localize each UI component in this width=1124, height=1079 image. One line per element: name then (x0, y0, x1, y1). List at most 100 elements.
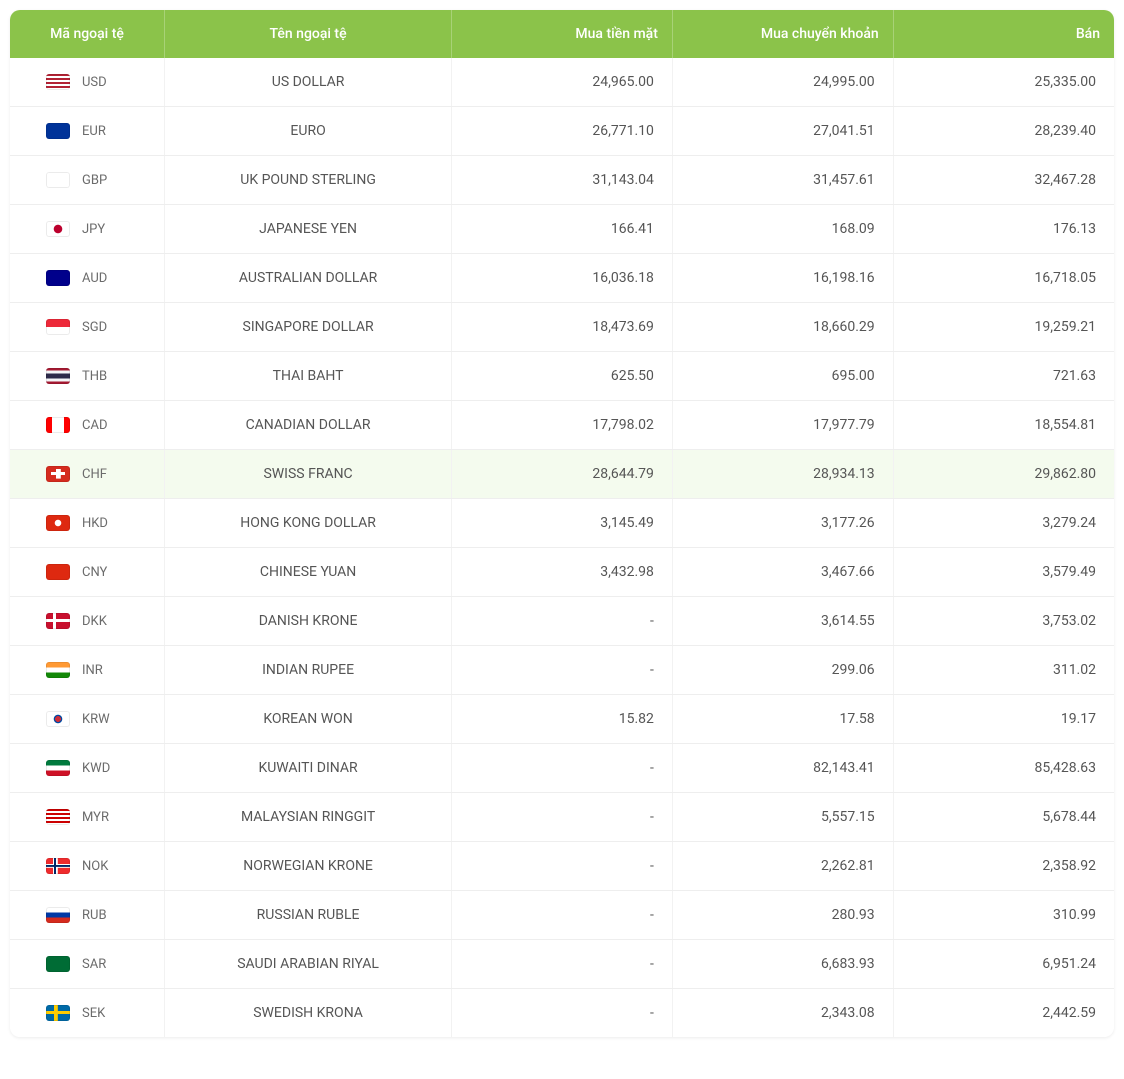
cell-name: CHINESE YUAN (165, 548, 452, 597)
cell-name: AUSTRALIAN DOLLAR (165, 254, 452, 303)
table-row: KWDKUWAITI DINAR-82,143.4185,428.63 (10, 744, 1114, 793)
cell-sell: 176.13 (893, 205, 1114, 254)
sgd-flag-icon (46, 319, 70, 335)
table-row: SARSAUDI ARABIAN RIYAL-6,683.936,951.24 (10, 940, 1114, 989)
cell-code: HKD (10, 499, 165, 548)
cny-flag-icon (46, 564, 70, 580)
cell-cash: 3,145.49 (452, 499, 673, 548)
cell-sell: 19,259.21 (893, 303, 1114, 352)
cell-sell: 5,678.44 (893, 793, 1114, 842)
cell-sell: 310.99 (893, 891, 1114, 940)
cell-sell: 18,554.81 (893, 401, 1114, 450)
table-row: SGD SINGAPORE DOLLAR18,473.6918,660.2919,… (10, 303, 1114, 352)
cell-cash: 31,143.04 (452, 156, 673, 205)
table-row: THBTHAI BAHT625.50695.00721.63 (10, 352, 1114, 401)
currency-code: CAD (82, 418, 107, 433)
cell-sell: 3,279.24 (893, 499, 1114, 548)
currency-code: RUB (82, 908, 107, 923)
table-row: RUBRUSSIAN RUBLE-280.93310.99 (10, 891, 1114, 940)
currency-code: CNY (82, 565, 107, 580)
cell-name: RUSSIAN RUBLE (165, 891, 452, 940)
sar-flag-icon (46, 956, 70, 972)
currency-code: SEK (82, 1006, 105, 1021)
currency-code: HKD (82, 516, 108, 531)
cell-name: SWEDISH KRONA (165, 989, 452, 1038)
thb-flag-icon (46, 368, 70, 384)
column-header-sell: Bán (893, 10, 1114, 58)
table-row: INRINDIAN RUPEE-299.06311.02 (10, 646, 1114, 695)
cell-code: RUB (10, 891, 165, 940)
table-row: CAD CANADIAN DOLLAR17,798.0217,977.7918,5… (10, 401, 1114, 450)
cell-cash: 17,798.02 (452, 401, 673, 450)
gbp-flag-icon (46, 172, 70, 188)
cell-cash: - (452, 842, 673, 891)
cell-transfer: 24,995.00 (672, 58, 893, 107)
cell-code: CAD (10, 401, 165, 450)
myr-flag-icon (46, 809, 70, 825)
hkd-flag-icon (46, 515, 70, 531)
inr-flag-icon (46, 662, 70, 678)
cell-cash: 15.82 (452, 695, 673, 744)
nok-flag-icon (46, 858, 70, 874)
table-row: GBPUK POUND STERLING31,143.0431,457.6132… (10, 156, 1114, 205)
table-row: DKKDANISH KRONE-3,614.553,753.02 (10, 597, 1114, 646)
cell-sell: 29,862.80 (893, 450, 1114, 499)
jpy-flag-icon (46, 221, 70, 237)
currency-code: KWD (82, 761, 110, 776)
cell-sell: 25,335.00 (893, 58, 1114, 107)
chf-flag-icon (46, 466, 70, 482)
cell-name: INDIAN RUPEE (165, 646, 452, 695)
cell-transfer: 2,262.81 (672, 842, 893, 891)
cell-code: SEK (10, 989, 165, 1038)
cell-transfer: 31,457.61 (672, 156, 893, 205)
cell-transfer: 2,343.08 (672, 989, 893, 1038)
cell-name: MALAYSIAN RINGGIT (165, 793, 452, 842)
cell-cash: 166.41 (452, 205, 673, 254)
cell-code: SGD (10, 303, 165, 352)
cell-name: SINGAPORE DOLLAR (165, 303, 452, 352)
currency-code: SAR (82, 957, 106, 972)
cad-flag-icon (46, 417, 70, 433)
cell-name: CANADIAN DOLLAR (165, 401, 452, 450)
cell-cash: 26,771.10 (452, 107, 673, 156)
cell-code: JPY (10, 205, 165, 254)
cell-cash: 24,965.00 (452, 58, 673, 107)
currency-code: SGD (82, 320, 107, 335)
cell-cash: - (452, 793, 673, 842)
cell-code: MYR (10, 793, 165, 842)
cell-sell: 28,239.40 (893, 107, 1114, 156)
sek-flag-icon (46, 1005, 70, 1021)
cell-cash: - (452, 940, 673, 989)
cell-transfer: 17,977.79 (672, 401, 893, 450)
currency-code: AUD (82, 271, 107, 286)
cell-code: KWD (10, 744, 165, 793)
cell-cash: 18,473.69 (452, 303, 673, 352)
column-header-cash: Mua tiền mặt (452, 10, 673, 58)
cell-sell: 721.63 (893, 352, 1114, 401)
cell-cash: 28,644.79 (452, 450, 673, 499)
cell-transfer: 299.06 (672, 646, 893, 695)
cell-cash: - (452, 989, 673, 1038)
cell-name: THAI BAHT (165, 352, 452, 401)
rub-flag-icon (46, 907, 70, 923)
cell-name: JAPANESE YEN (165, 205, 452, 254)
table-row: CHFSWISS FRANC28,644.7928,934.1329,862.8… (10, 450, 1114, 499)
cell-transfer: 18,660.29 (672, 303, 893, 352)
table-row: SEK SWEDISH KRONA-2,343.082,442.59 (10, 989, 1114, 1038)
table-row: AUDAUSTRALIAN DOLLAR16,036.1816,198.1616… (10, 254, 1114, 303)
cell-cash: 3,432.98 (452, 548, 673, 597)
cell-transfer: 280.93 (672, 891, 893, 940)
cell-transfer: 5,557.15 (672, 793, 893, 842)
cell-name: HONG KONG DOLLAR (165, 499, 452, 548)
cell-sell: 32,467.28 (893, 156, 1114, 205)
currency-code: THB (82, 369, 107, 384)
cell-sell: 2,442.59 (893, 989, 1114, 1038)
exchange-rate-table: Mã ngoại tệTên ngoại tệMua tiền mặtMua c… (10, 10, 1114, 1037)
krw-flag-icon (46, 711, 70, 727)
cell-cash: 16,036.18 (452, 254, 673, 303)
cell-transfer: 16,198.16 (672, 254, 893, 303)
aud-flag-icon (46, 270, 70, 286)
kwd-flag-icon (46, 760, 70, 776)
table-row: NOKNORWEGIAN KRONE-2,262.812,358.92 (10, 842, 1114, 891)
cell-transfer: 3,614.55 (672, 597, 893, 646)
